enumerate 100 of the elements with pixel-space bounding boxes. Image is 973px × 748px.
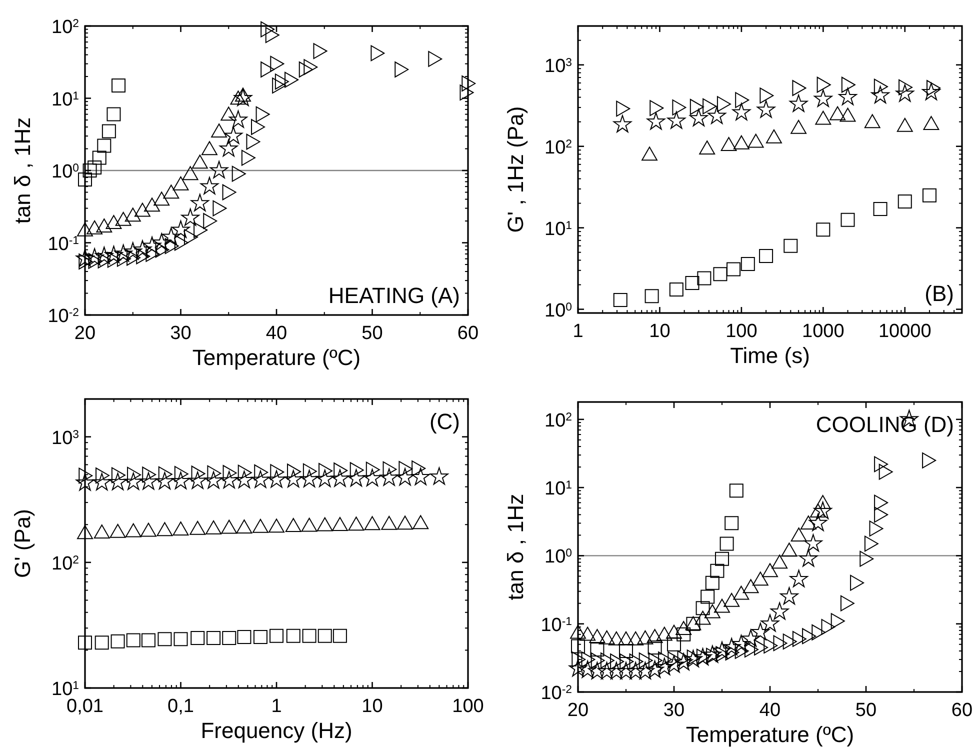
point (221, 520, 238, 534)
point (752, 572, 768, 586)
point (302, 628, 316, 643)
point (140, 522, 156, 537)
point (260, 62, 275, 78)
point (285, 518, 302, 532)
point (656, 626, 672, 641)
point (781, 542, 798, 557)
point (620, 654, 634, 670)
point (598, 662, 616, 680)
point (411, 468, 430, 486)
point (316, 470, 334, 488)
point (252, 518, 268, 533)
y-tick-label: 10$^{0}$ (544, 300, 572, 322)
point (104, 246, 123, 264)
point (97, 138, 112, 153)
x-tick-label: 50 (362, 323, 383, 344)
point (172, 220, 190, 238)
point (190, 520, 206, 535)
point (222, 631, 236, 646)
point (710, 564, 724, 578)
point (251, 119, 265, 135)
point (78, 468, 93, 484)
point (772, 554, 788, 569)
point (141, 633, 156, 648)
point (381, 516, 398, 530)
point (246, 134, 260, 150)
point (764, 638, 778, 654)
point (664, 655, 684, 673)
point (194, 222, 208, 238)
point (188, 471, 207, 489)
point (754, 640, 768, 656)
point (126, 633, 140, 648)
x-tick-label: 30 (663, 700, 685, 721)
point (144, 198, 160, 212)
point (286, 628, 300, 643)
point (722, 638, 741, 656)
point (840, 595, 854, 612)
point (800, 516, 816, 530)
point (712, 641, 732, 659)
point (347, 469, 366, 487)
point (637, 630, 654, 644)
point (146, 246, 160, 262)
point (78, 636, 92, 650)
point (191, 466, 206, 482)
point (142, 236, 162, 254)
point (729, 484, 744, 498)
point (235, 470, 254, 488)
point (158, 466, 172, 482)
point (115, 212, 132, 226)
point (694, 610, 711, 625)
y-axis-title: tan δ , 1Hz (503, 494, 528, 600)
point (206, 520, 222, 534)
point (703, 645, 722, 663)
point (253, 630, 268, 644)
point (111, 467, 126, 484)
point (396, 468, 414, 486)
annotation: (B) (924, 281, 954, 306)
point (878, 464, 893, 480)
x-tick-label: 1000 (802, 321, 844, 342)
y-axis-title: G' , 1Hz (Pa) (503, 106, 528, 233)
point (814, 502, 832, 520)
y-tick-label: 10$^{3}$ (52, 428, 79, 449)
point (655, 658, 674, 676)
point (808, 514, 828, 532)
point (124, 472, 143, 490)
point (751, 622, 770, 640)
point (152, 233, 171, 251)
point (251, 470, 270, 488)
point (628, 631, 644, 646)
point (210, 160, 228, 178)
y-tick-label: 10$^{0}$ (52, 162, 79, 182)
point (106, 107, 121, 122)
x-axis-title: Temperature (ºC) (686, 722, 854, 747)
point (370, 45, 385, 62)
point (773, 635, 788, 652)
point (607, 662, 626, 680)
point (284, 470, 303, 488)
y-tick-label: 10$^{-1}$ (48, 234, 79, 255)
x-tick-label: 40 (759, 700, 781, 721)
x-tick-label: 100 (452, 696, 484, 717)
y-tick-label: 10$^{1}$ (52, 89, 79, 110)
point (724, 592, 740, 607)
y-tick-label: 10$^{2}$ (544, 410, 572, 432)
point (821, 618, 836, 635)
x-tick-label: 40 (266, 323, 288, 344)
point (86, 220, 103, 234)
point (102, 124, 116, 138)
point (348, 516, 364, 531)
point (700, 590, 715, 604)
point (265, 27, 280, 43)
x-tick-label: 0,1 (168, 696, 194, 717)
point (77, 525, 93, 540)
point (610, 654, 624, 670)
point (88, 252, 102, 269)
point (224, 126, 243, 144)
x-tick-label: 1 (572, 321, 584, 342)
point (76, 473, 94, 491)
point (163, 184, 180, 199)
point (724, 516, 739, 530)
